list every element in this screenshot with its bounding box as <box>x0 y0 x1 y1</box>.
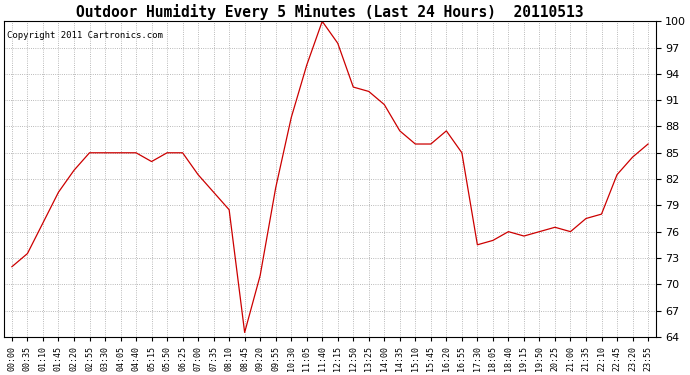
Title: Outdoor Humidity Every 5 Minutes (Last 24 Hours)  20110513: Outdoor Humidity Every 5 Minutes (Last 2… <box>76 4 584 20</box>
Text: Copyright 2011 Cartronics.com: Copyright 2011 Cartronics.com <box>8 31 164 40</box>
